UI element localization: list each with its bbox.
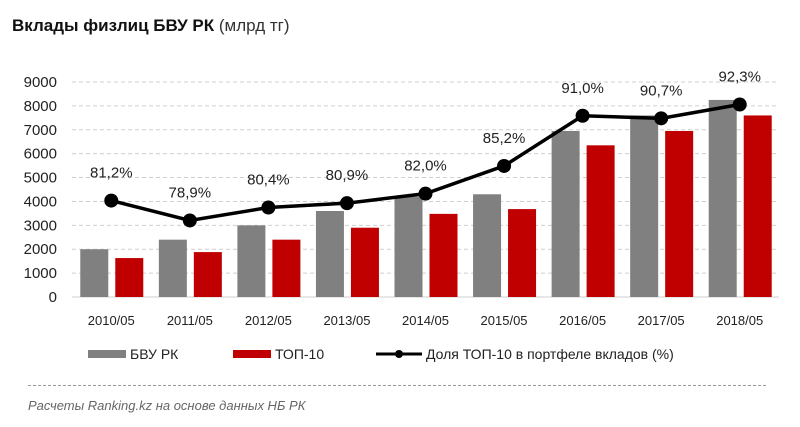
share-point: [339, 196, 354, 211]
bar-bbu: [630, 115, 659, 297]
x-tick-label: 2013/05: [323, 313, 370, 328]
data-label: 85,2%: [483, 130, 526, 147]
x-tick-label: 2010/05: [88, 313, 135, 328]
chart-title: Вклады физлиц БВУ РК (млрд тг): [12, 16, 289, 36]
chart-title-unit: (млрд тг): [218, 16, 290, 35]
bar-bbu: [80, 249, 109, 297]
chart-title-main: Вклады физлиц БВУ РК: [12, 16, 215, 35]
legend-label: Доля ТОП-10 в портфеле вкладов (%): [426, 346, 674, 362]
data-label: 90,7%: [640, 82, 683, 99]
bar-bbu: [237, 225, 266, 297]
chart: 0 1000 2000 3000 4000 5000 6000 7000 8000 9000 201…: [24, 69, 779, 328]
legend-item-share: Доля ТОП-10 в портфеле вкладов (%): [376, 346, 674, 362]
y-tick-label: 3000: [24, 217, 57, 234]
bar-top10: [429, 213, 458, 297]
share-point: [575, 108, 590, 123]
x-tick-label: 2018/05: [716, 313, 763, 328]
y-tick-label: 7000: [24, 122, 57, 139]
data-label: 80,4%: [247, 172, 290, 189]
x-tick-label: 2011/05: [167, 313, 213, 328]
bar-top10: [350, 227, 379, 297]
bar-top10: [508, 209, 537, 297]
data-label: 92,3%: [718, 69, 761, 86]
share-point: [418, 186, 433, 201]
x-tick-label: 2014/05: [402, 313, 449, 328]
legend-label: ТОП-10: [275, 346, 325, 362]
legend-swatch-red: [233, 350, 271, 358]
divider: [28, 385, 766, 386]
legend-label: БВУ РК: [130, 346, 179, 362]
data-label: 78,9%: [169, 184, 212, 201]
y-tick-label: 2000: [24, 241, 57, 258]
bar-top10: [193, 252, 222, 297]
legend-swatch-gray: [88, 350, 126, 358]
legend: БВУ РК ТОП-10 Доля ТОП-10 в портфеле вкл…: [0, 346, 800, 366]
share-point: [654, 111, 669, 126]
share-point: [182, 213, 197, 228]
share-point: [732, 97, 747, 112]
data-label: 82,0%: [404, 158, 447, 175]
share-point: [261, 200, 276, 215]
bar-bbu: [551, 130, 580, 297]
x-tick-label: 2015/05: [481, 313, 528, 328]
y-tick-label: 9000: [24, 74, 57, 91]
share-point: [497, 158, 512, 173]
bar-bbu: [473, 194, 502, 297]
x-tick-label: 2016/05: [559, 313, 606, 328]
bar-bbu: [394, 196, 423, 297]
bar-top10: [115, 258, 144, 297]
bar-top10: [665, 130, 694, 297]
data-label: 81,2%: [90, 165, 133, 182]
x-tick-label: 2012/05: [245, 313, 292, 328]
x-tick-label: 2017/05: [638, 313, 685, 328]
y-tick-label: 6000: [24, 146, 57, 163]
y-tick-label: 8000: [24, 98, 57, 115]
y-tick-label: 5000: [24, 170, 57, 187]
share-point: [104, 193, 119, 208]
data-label: 91,0%: [561, 80, 604, 97]
bar-bbu: [315, 211, 344, 297]
y-tick-label: 1000: [24, 265, 57, 282]
bar-bbu: [158, 239, 187, 297]
source-note: Расчеты Ranking.kz на основе данных НБ Р…: [28, 398, 306, 413]
legend-item-top10: ТОП-10: [233, 346, 324, 362]
bar-bbu: [708, 99, 737, 298]
y-tick-label: 0: [49, 289, 57, 306]
y-tick-label: 4000: [24, 193, 57, 210]
bar-top10: [586, 145, 615, 297]
legend-item-bbu: БВУ РК: [88, 346, 178, 362]
bar-top10: [272, 239, 301, 297]
data-label: 80,9%: [326, 167, 369, 184]
legend-line-marker-icon: [376, 350, 422, 358]
bar-top10: [743, 115, 772, 297]
